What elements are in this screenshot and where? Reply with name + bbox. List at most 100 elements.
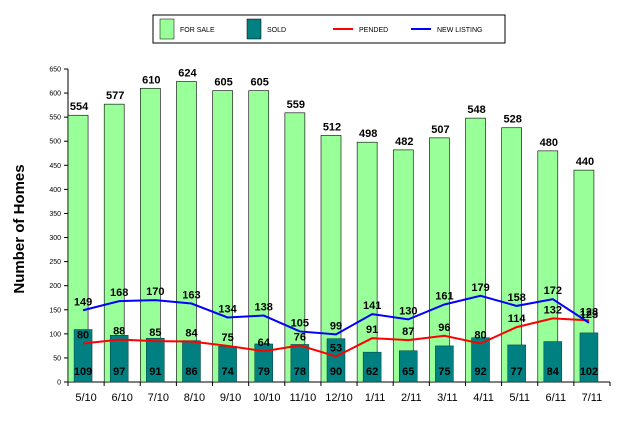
line-new-listing (82, 294, 590, 336)
data-label-sold: 74 (221, 366, 234, 378)
x-tick-label: 6/10 (111, 392, 132, 404)
data-label-new-listing: 138 (255, 302, 273, 314)
bar-sold (471, 337, 490, 383)
x-tick-label: 5/10 (75, 392, 96, 404)
data-label-pended: 80 (474, 329, 486, 341)
y-tick-label: 100 (49, 331, 61, 338)
x-tick-label: 6/11 (546, 392, 567, 404)
y-axis-label: Number of Homes (11, 164, 28, 293)
data-label-for-sale: 498 (359, 128, 377, 140)
bar-sold (435, 345, 454, 383)
x-tick-label: 8/10 (184, 392, 205, 404)
data-label-new-listing: 99 (330, 320, 342, 332)
data-label-pended: 128 (580, 306, 598, 318)
data-label-for-sale: 482 (395, 136, 413, 148)
bar-for-sale (501, 127, 522, 383)
bar-sold (362, 351, 382, 383)
data-label-sold: 92 (474, 366, 486, 378)
plot-area: 0 50 100 150 200 250 300 350 400 450 500 550 600 650 5… (49, 67, 611, 404)
data-label-for-sale: 548 (467, 104, 485, 116)
data-label-new-listing: 172 (544, 285, 562, 297)
data-label-sold: 102 (580, 366, 598, 378)
data-label-new-listing: 170 (146, 286, 164, 298)
data-label-new-listing: 105 (291, 317, 309, 329)
data-label-pended: 87 (402, 326, 414, 338)
y-tick-label: 400 (49, 187, 61, 194)
bar-sold (579, 332, 599, 383)
data-label-for-sale: 440 (576, 156, 594, 168)
y-tick-label: 300 (49, 235, 61, 242)
y-tick-label: 200 (49, 283, 61, 290)
data-label-sold: 86 (185, 366, 197, 378)
data-label-pended: 80 (77, 329, 89, 341)
data-label-for-sale: 559 (287, 99, 305, 111)
data-label-for-sale: 512 (323, 121, 341, 133)
bar-for-sale (356, 141, 378, 383)
bar-for-sale (429, 137, 450, 383)
data-label-new-listing: 141 (363, 300, 381, 312)
data-label-sold: 78 (294, 366, 306, 378)
data-label-new-listing: 149 (74, 296, 92, 308)
data-label-sold: 90 (330, 366, 342, 378)
bar-sold (543, 341, 563, 383)
y-tick-label: 450 (49, 163, 61, 170)
y-tick-label: 0 (57, 380, 61, 387)
data-label-pended: 64 (258, 337, 271, 349)
bar-for-sale (392, 149, 414, 383)
data-label-new-listing: 168 (110, 287, 128, 299)
data-label-sold: 75 (438, 366, 450, 378)
data-label-for-sale: 528 (503, 114, 521, 126)
data-label-sold: 109 (74, 366, 92, 378)
x-tick-label: 9/10 (220, 392, 241, 404)
legend-swatch-sold (246, 18, 262, 40)
bar-sold (109, 335, 129, 383)
data-label-new-listing: 161 (435, 290, 453, 302)
data-label-pended: 88 (113, 326, 125, 338)
legend-label-new-listing: NEW LISTING (437, 27, 483, 34)
data-label-pended: 76 (294, 331, 306, 343)
data-label-for-sale: 577 (106, 90, 124, 102)
data-label-for-sale: 507 (431, 124, 449, 136)
legend-box (152, 14, 506, 44)
x-tick-label: 11/10 (290, 392, 317, 404)
bar-sold (507, 344, 526, 383)
bar-sold (146, 337, 165, 383)
x-tick-label: 12/10 (325, 392, 353, 404)
bar-sold (254, 343, 273, 383)
y-tick-label: 250 (49, 259, 61, 266)
line-pended (82, 317, 589, 358)
data-label-pended: 114 (508, 313, 527, 325)
bar-sold (399, 350, 418, 383)
y-tick-label: 600 (49, 91, 61, 98)
x-tick-label: 7/11 (582, 392, 603, 404)
y-tick-label: 550 (49, 115, 61, 122)
x-tick-label: 1/11 (365, 392, 386, 404)
y-tick-label: 350 (49, 211, 61, 218)
x-tick-label: 4/11 (473, 392, 494, 404)
data-label-for-sale: 610 (142, 74, 160, 86)
data-label-pended: 132 (544, 304, 562, 316)
data-label-for-sale: 480 (540, 137, 558, 149)
legend-label-pended: PENDED (359, 27, 388, 34)
x-tick-label: 10/10 (253, 392, 281, 404)
bar-sold (326, 338, 346, 383)
y-tick-label: 150 (49, 307, 61, 314)
x-tick-label: 2/11 (401, 392, 422, 404)
data-label-pended: 96 (438, 322, 450, 334)
legend: FOR SALE SOLD PENDED NEW LISTING (152, 14, 506, 44)
legend-swatch-for-sale (159, 18, 175, 40)
data-label-new-listing: 179 (471, 282, 489, 294)
data-label-sold: 77 (511, 366, 523, 378)
data-label-new-listing: 134 (218, 303, 237, 315)
data-label-sold: 91 (149, 366, 161, 378)
data-label-sold: 62 (366, 366, 378, 378)
y-tick-label: 50 (53, 355, 61, 362)
data-label-for-sale: 605 (251, 77, 269, 89)
data-label-for-sale: 624 (178, 68, 197, 80)
y-tick-label: 500 (49, 139, 61, 146)
y-tick-label: 650 (49, 67, 61, 74)
x-tick-label: 5/11 (509, 392, 530, 404)
data-label-new-listing: 130 (399, 305, 417, 317)
legend-label-for-sale: FOR SALE (180, 27, 215, 34)
